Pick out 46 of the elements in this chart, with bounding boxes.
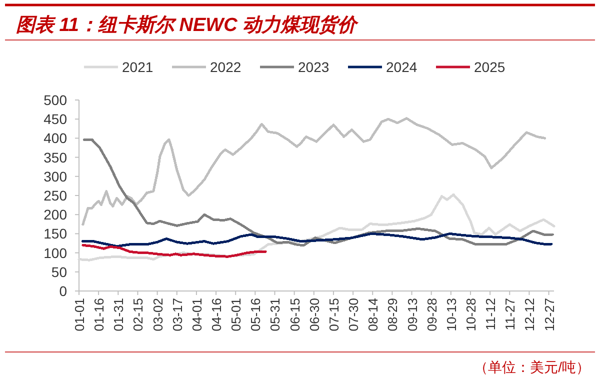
y-tick-label: 250 <box>44 188 68 204</box>
legend-label: 2023 <box>298 59 330 75</box>
x-tick-label: 06-15 <box>287 298 302 332</box>
y-tick-label: 400 <box>44 130 68 146</box>
x-tick-label: 06-30 <box>306 298 322 332</box>
x-tick-label: 12-12 <box>522 298 538 332</box>
x-tick-label: 05-16 <box>248 298 264 332</box>
chart-title: 图表 11：纽卡斯尔 NEWC 动力煤现货价 <box>16 14 360 36</box>
line-series <box>82 232 553 248</box>
x-tick-label: 03-17 <box>170 298 185 332</box>
x-tick-label: 03-02 <box>150 298 166 332</box>
x-tick-label: 01-01 <box>72 298 87 332</box>
x-tick-label: 09-28 <box>424 298 440 332</box>
x-tick-label: 07-15 <box>326 298 342 332</box>
x-tick-label: 04-16 <box>209 298 224 332</box>
y-tick-label: 450 <box>44 111 68 128</box>
y-tick-label: 50 <box>51 264 68 280</box>
legend-label: 2022 <box>210 59 242 75</box>
line-series <box>82 117 546 226</box>
text: （单位：美元/吨） <box>474 359 590 375</box>
line-series <box>82 244 267 258</box>
legend-label: 2025 <box>474 59 506 75</box>
x-tick-label: 05-31 <box>268 298 283 332</box>
y-tick-label: 300 <box>44 168 68 184</box>
x-tick-label: 07-30 <box>346 298 362 332</box>
x-tick-label: 01-31 <box>111 298 126 332</box>
y-tick-label: 100 <box>44 244 68 261</box>
x-tick-label: 11-12 <box>483 298 498 330</box>
x-tick-label: 10-28 <box>463 298 478 332</box>
x-tick-label: 11-27 <box>502 298 518 330</box>
x-tick-label: 04-01 <box>189 298 204 332</box>
y-tick-label: 150 <box>44 226 68 242</box>
x-tick-label: 08-14 <box>366 298 381 332</box>
x-tick-label: 08-29 <box>385 298 400 332</box>
x-tick-label: 05-01 <box>228 298 244 332</box>
y-tick-label: 200 <box>44 206 68 223</box>
y-tick-label: 350 <box>44 149 68 166</box>
y-tick-label: 500 <box>44 92 68 108</box>
x-tick-label: 12-27 <box>542 298 557 332</box>
x-tick-label: 10-13 <box>444 298 459 332</box>
x-tick-label: 02-15 <box>130 298 146 332</box>
x-tick-label: 01-16 <box>92 298 107 332</box>
legend-label: 2021 <box>122 59 154 75</box>
x-tick-label: 09-13 <box>404 298 420 332</box>
y-tick-label: 0 <box>59 283 68 299</box>
legend-label: 2024 <box>386 59 418 75</box>
